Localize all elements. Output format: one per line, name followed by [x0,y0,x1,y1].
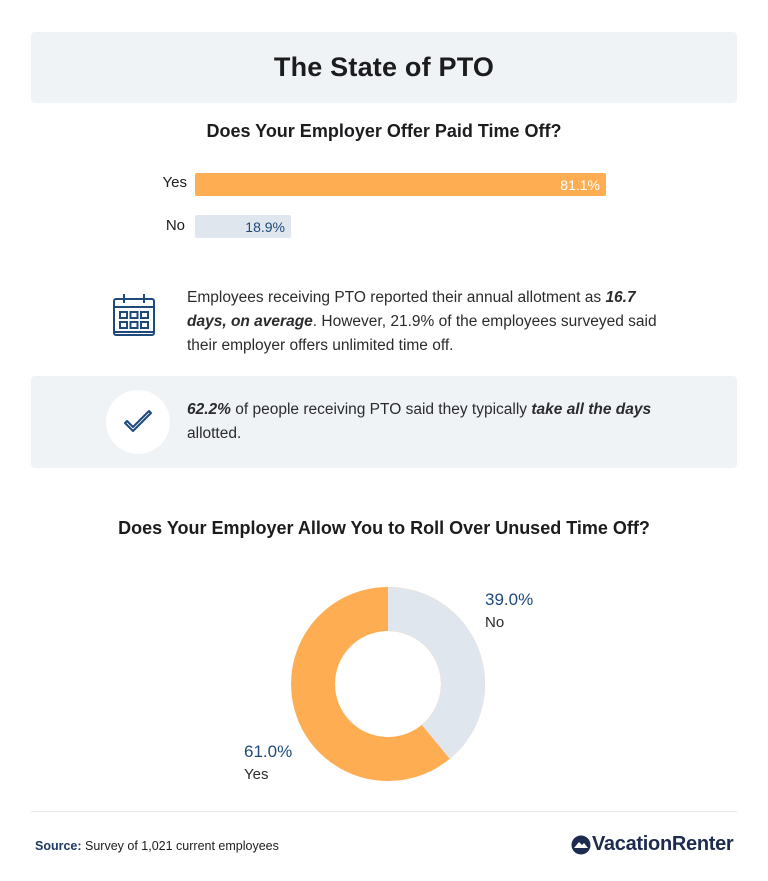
stat1-text-post: . However, 21.9% of the employees survey… [187,313,657,354]
rollover-donut-chart [291,587,485,781]
stat2-end: allotted. [187,425,242,442]
vacationrenter-logo: VacationRenter [571,833,734,856]
page-title: The State of PTO [273,52,495,82]
bar-value-yes: 81.1% [560,176,600,193]
title-banner: The State of PTO [31,32,737,103]
stat1-text-pre: Employees receiving PTO reported their a… [187,289,606,306]
calendar-icon [113,294,155,336]
footer-divider [31,811,737,812]
check-badge [106,390,170,454]
stat2-bold2: take all the days [531,401,652,418]
stat2-bold1: 62.2% [187,401,231,418]
source-label: Source: [35,839,82,853]
average-days-text: Employees receiving PTO reported their a… [187,286,667,358]
source-note: Source: Survey of 1,021 current employee… [35,839,279,853]
stat1-text-bold: 16.7 days, on average [187,289,636,330]
logo-text: VacationRenter [592,833,734,855]
donut-yes-label: Yes [244,766,269,783]
take-all-days-text: 62.2% of people receiving PTO said they … [187,398,657,446]
stat2-mid: of people receiving PTO said they typica… [230,401,532,418]
mountain-logo-icon [571,835,591,854]
bar-yes: 81.1% [195,173,606,196]
bar-no: 18.9% [195,215,291,238]
bar-value-no: 18.9% [245,218,285,235]
donut-no-label: No [485,614,505,631]
pto-question-heading: Does Your Employer Offer Paid Time Off? [206,121,562,141]
bar-label-no: No [165,217,185,234]
donut-slice-no [291,587,485,781]
take-all-days-panel: 62.2% of people receiving PTO said they … [31,376,737,468]
rollover-question-heading: Does Your Employer Allow You to Roll Ove… [118,518,650,538]
source-text: Survey of 1,021 current employees [81,839,279,853]
checkmark-icon [124,410,152,432]
donut-yes-percent: 61.0% [244,742,293,761]
bar-label-yes: Yes [162,174,187,191]
donut-no-percent: 39.0% [485,590,534,609]
